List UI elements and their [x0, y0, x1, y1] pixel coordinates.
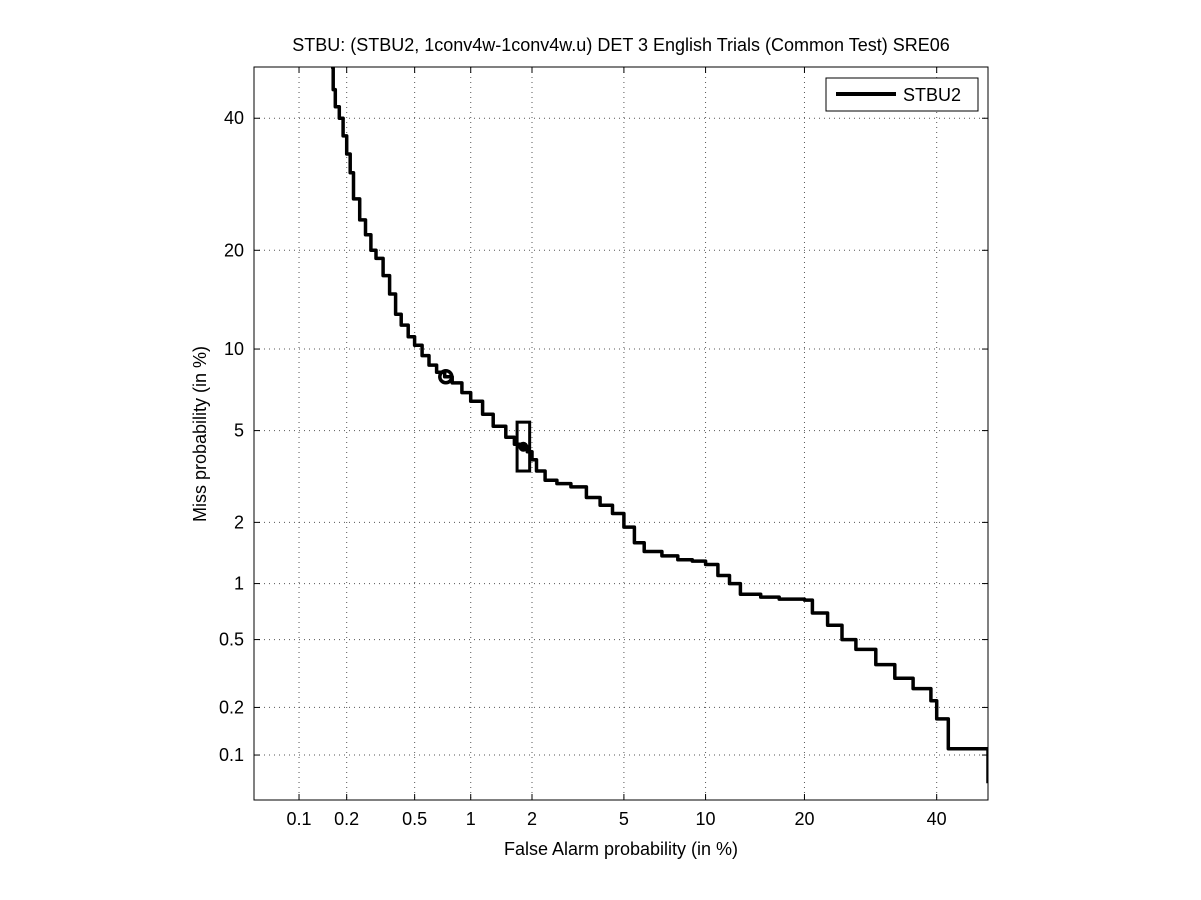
- x-axis: 0.1 0.2 0.5 1 2 5 10 20 40: [287, 67, 947, 829]
- x-tick-label: 0.2: [334, 809, 359, 829]
- legend: STBU2: [825, 77, 979, 112]
- x-tick-label: 10: [696, 809, 716, 829]
- y-tick-label: 20: [224, 240, 244, 260]
- chart-title: STBU: (STBU2, 1conv4w-1conv4w.u) DET 3 E…: [292, 35, 950, 55]
- actual-dcf-point-marker: [518, 441, 529, 452]
- x-tick-label: 2: [527, 809, 537, 829]
- x-tick-label: 0.5: [402, 809, 427, 829]
- y-tick-label: 40: [224, 108, 244, 128]
- y-tick-label: 0.5: [219, 630, 244, 650]
- x-tick-label: 0.1: [287, 809, 312, 829]
- y-tick-label: 5: [234, 421, 244, 441]
- operating-point-markers: [438, 369, 532, 473]
- min-dcf-circle-marker: [438, 369, 454, 385]
- y-tick-label: 2: [234, 512, 244, 532]
- x-axis-label: False Alarm probability (in %): [504, 839, 738, 859]
- y-tick-label: 0.1: [219, 745, 244, 765]
- y-tick-label: 0.2: [219, 697, 244, 717]
- plot-frame: [253, 66, 989, 801]
- grid: [254, 67, 988, 800]
- x-tick-label: 1: [466, 809, 476, 829]
- series-area: [331, 67, 988, 784]
- x-tick-label: 40: [927, 809, 947, 829]
- legend-label-stbu2: STBU2: [903, 85, 961, 105]
- actual-dcf-box-marker: [515, 420, 532, 473]
- y-axis-label: Miss probability (in %): [190, 346, 210, 522]
- x-tick-label: 5: [619, 809, 629, 829]
- x-tick-label: 20: [794, 809, 814, 829]
- series-line-stbu2: [331, 67, 988, 784]
- y-tick-label: 10: [224, 339, 244, 359]
- y-axis: 0.1 0.2 0.5 1 2 5 10 20 40: [219, 108, 988, 765]
- y-tick-label: 1: [234, 574, 244, 594]
